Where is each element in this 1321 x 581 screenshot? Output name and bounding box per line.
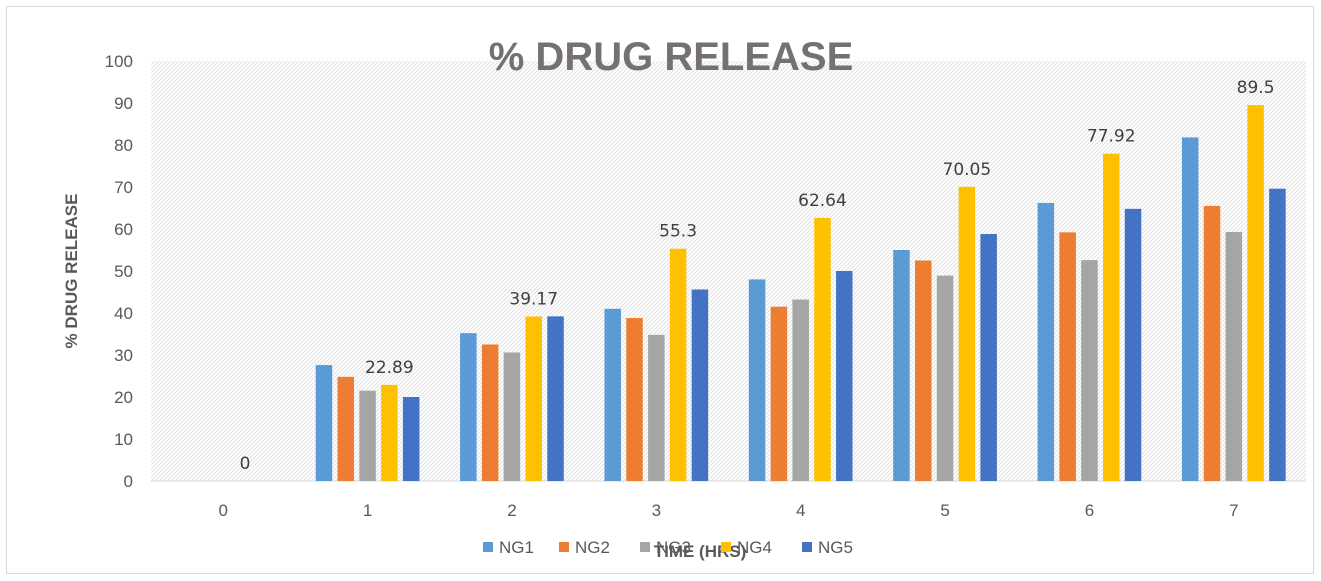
bar-ng2 [770,306,788,481]
bar-ng1 [1037,202,1055,481]
bar-ng1 [1181,137,1199,481]
bar-ng2 [915,260,932,481]
legend-label-ng4: NG4 [737,538,772,557]
bar-ng1 [893,250,910,481]
bar-ng5 [547,316,564,481]
data-label: 39.17 [509,289,558,309]
bar-ng1 [460,333,477,481]
legend-label-ng5: NG5 [818,538,853,557]
bar-ng4 [814,217,831,482]
bar-ng4 [958,186,976,482]
y-tick-label: 70 [114,178,133,197]
legend-label-ng3: NG3 [656,538,691,557]
y-tick-label: 90 [114,94,133,113]
bar-ng1 [748,279,766,481]
data-label: 77.92 [1087,127,1136,147]
bar-ng5 [1124,208,1142,481]
bar-ng3 [936,275,954,481]
legend-swatch-ng3 [640,542,650,552]
bar-ng2 [481,344,499,481]
bar-ng3 [1081,260,1098,481]
y-tick-label: 80 [114,136,133,155]
bar-ng2 [1059,232,1076,481]
x-tick-label: 2 [507,501,516,520]
legend-swatch-ng1 [483,542,493,552]
y-tick-label: 20 [114,388,133,407]
legend-swatch-ng2 [559,542,569,552]
x-tick-label: 4 [796,501,805,520]
x-tick-label: 0 [218,501,227,520]
bar-ng5 [402,397,420,481]
data-label: 22.89 [365,358,414,378]
bar-ng2 [626,318,643,481]
data-label: 62.64 [798,191,847,211]
x-tick-label: 6 [1085,501,1094,520]
bar-ng1 [315,365,333,481]
legend-label-ng2: NG2 [575,538,610,557]
bar-ng3 [648,334,665,481]
y-tick-label: 60 [114,220,133,239]
legend-swatch-ng4 [721,542,731,552]
x-tick-label: 3 [652,501,661,520]
data-label: 70.05 [943,160,992,180]
x-tick-label: 1 [363,501,372,520]
legend: NG1 NG2 NG3 NG4 NG5 [483,538,853,557]
bar-ng4 [1247,105,1264,481]
y-tick-label: 100 [105,52,133,71]
bar-ng5 [980,234,997,481]
bar-ng4 [1102,153,1120,481]
bar-ng2 [1203,205,1221,481]
bar-ng5 [691,289,709,481]
bar-ng4 [381,384,398,481]
legend-swatch-ng5 [802,542,812,552]
y-tick-label: 0 [124,472,133,491]
bar-ng3 [503,352,521,481]
y-axis-title: % DRUG RELEASE [62,194,81,349]
bar-ng2 [337,376,355,481]
chart-title: % DRUG RELEASE [489,35,854,79]
x-tick-label: 5 [940,501,949,520]
bar-ng4 [669,248,687,481]
bar-ng4 [525,316,542,481]
bar-ng1 [604,308,621,481]
legend-label-ng1: NG1 [499,538,534,557]
bar-ng3 [359,390,376,481]
bar-ng3 [1225,231,1243,481]
y-tick-label: 10 [114,430,133,449]
bar-ng5 [1269,188,1286,481]
y-tick-label: 40 [114,304,133,323]
bar-ng3 [792,299,809,481]
y-tick-label: 30 [114,346,133,365]
x-tick-label: 7 [1229,501,1238,520]
data-label: 55.3 [659,222,697,242]
y-tick-label: 50 [114,262,133,281]
data-label: 0 [240,454,251,474]
bar-ng5 [836,271,853,481]
data-label: 89.5 [1237,78,1275,98]
